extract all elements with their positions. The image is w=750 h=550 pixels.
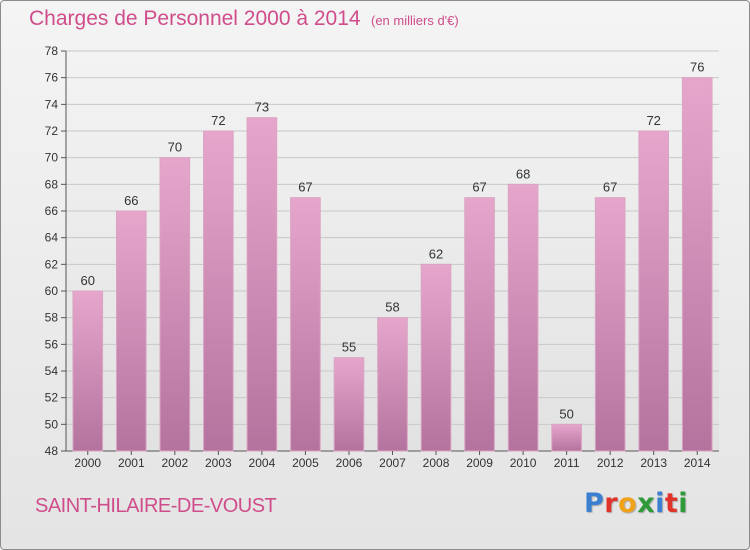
logo-letter: x bbox=[637, 488, 656, 519]
bar-2012 bbox=[594, 197, 626, 452]
bar-2004 bbox=[246, 117, 278, 452]
logo-letter: i bbox=[655, 488, 665, 519]
data-label-2010: 68 bbox=[516, 166, 530, 181]
logo-letter: P bbox=[584, 488, 605, 519]
x-tick-label-2013: 2013 bbox=[640, 456, 667, 470]
y-tick-label: 74 bbox=[45, 97, 59, 111]
data-label-2008: 62 bbox=[429, 246, 443, 261]
x-tick-label-2000: 2000 bbox=[74, 456, 101, 470]
bar-2002 bbox=[159, 157, 191, 452]
logo-letter: o bbox=[618, 488, 638, 519]
data-label-2004: 73 bbox=[255, 100, 269, 115]
bar-2001 bbox=[115, 210, 147, 452]
x-tick-label-2005: 2005 bbox=[292, 456, 319, 470]
x-tick-label-2009: 2009 bbox=[466, 456, 493, 470]
data-label-2000: 60 bbox=[81, 273, 95, 288]
data-label-2003: 72 bbox=[211, 113, 225, 128]
data-label-2012: 67 bbox=[603, 180, 617, 195]
data-label-2009: 67 bbox=[472, 180, 486, 195]
chart-title: Charges de Personnel 2000 à 2014 bbox=[29, 7, 361, 30]
bar-2013 bbox=[638, 130, 670, 452]
y-tick-label: 58 bbox=[45, 311, 59, 325]
bar-2005 bbox=[290, 197, 321, 452]
data-label-2002: 70 bbox=[168, 140, 182, 155]
x-tick-label-2014: 2014 bbox=[684, 456, 711, 470]
y-tick-label: 50 bbox=[45, 417, 59, 431]
y-tick-label: 66 bbox=[45, 204, 59, 218]
x-tick-label-2006: 2006 bbox=[336, 456, 363, 470]
x-tick-label-2008: 2008 bbox=[423, 456, 450, 470]
data-label-2001: 66 bbox=[124, 193, 138, 208]
chart-subtitle: (en milliers d'€) bbox=[371, 13, 459, 28]
y-tick-label: 70 bbox=[45, 151, 59, 165]
logo-letter: t bbox=[664, 488, 679, 519]
y-tick-label: 64 bbox=[45, 231, 59, 245]
bar-2008 bbox=[420, 263, 452, 452]
data-label-2011: 50 bbox=[559, 406, 573, 421]
y-tick-label: 68 bbox=[45, 177, 59, 191]
data-label-2007: 58 bbox=[385, 300, 399, 315]
y-tick-label: 54 bbox=[45, 364, 59, 378]
bar-2011 bbox=[551, 423, 582, 452]
x-tick-label-2002: 2002 bbox=[161, 456, 188, 470]
y-tick-label: 48 bbox=[45, 444, 59, 458]
bar-2007 bbox=[377, 317, 408, 452]
x-tick-label-2001: 2001 bbox=[118, 456, 145, 470]
data-label-2013: 72 bbox=[646, 113, 660, 128]
logo-letter: r bbox=[604, 488, 619, 519]
proxiti-logo: Proxiti bbox=[584, 488, 688, 519]
bar-2003 bbox=[203, 130, 234, 452]
x-tick-label-2011: 2011 bbox=[554, 456, 580, 470]
data-label-2005: 67 bbox=[298, 180, 312, 195]
x-tick-label-2007: 2007 bbox=[379, 456, 406, 470]
town-name: SAINT-HILAIRE-DE-VOUST bbox=[35, 495, 277, 517]
y-tick-label: 56 bbox=[45, 337, 59, 351]
data-label-2014: 76 bbox=[690, 60, 704, 75]
x-tick-label-2010: 2010 bbox=[510, 456, 537, 470]
y-tick-label: 76 bbox=[45, 71, 59, 85]
y-tick-label: 62 bbox=[45, 257, 59, 271]
y-tick-label: 60 bbox=[45, 284, 59, 298]
bar-2014 bbox=[681, 77, 713, 452]
logo-letter: i bbox=[678, 488, 689, 519]
data-label-2006: 55 bbox=[342, 340, 356, 355]
x-tick-label-2003: 2003 bbox=[205, 456, 232, 470]
bar-2009 bbox=[464, 197, 495, 452]
x-tick-label-2004: 2004 bbox=[249, 456, 276, 470]
bar-2006 bbox=[333, 357, 365, 452]
bar-2000 bbox=[72, 290, 104, 452]
y-tick-label: 72 bbox=[45, 124, 59, 138]
x-tick-label-2012: 2012 bbox=[597, 456, 624, 470]
y-tick-label: 78 bbox=[45, 44, 59, 58]
y-tick-label: 52 bbox=[45, 391, 59, 405]
bar-2010 bbox=[507, 183, 539, 452]
